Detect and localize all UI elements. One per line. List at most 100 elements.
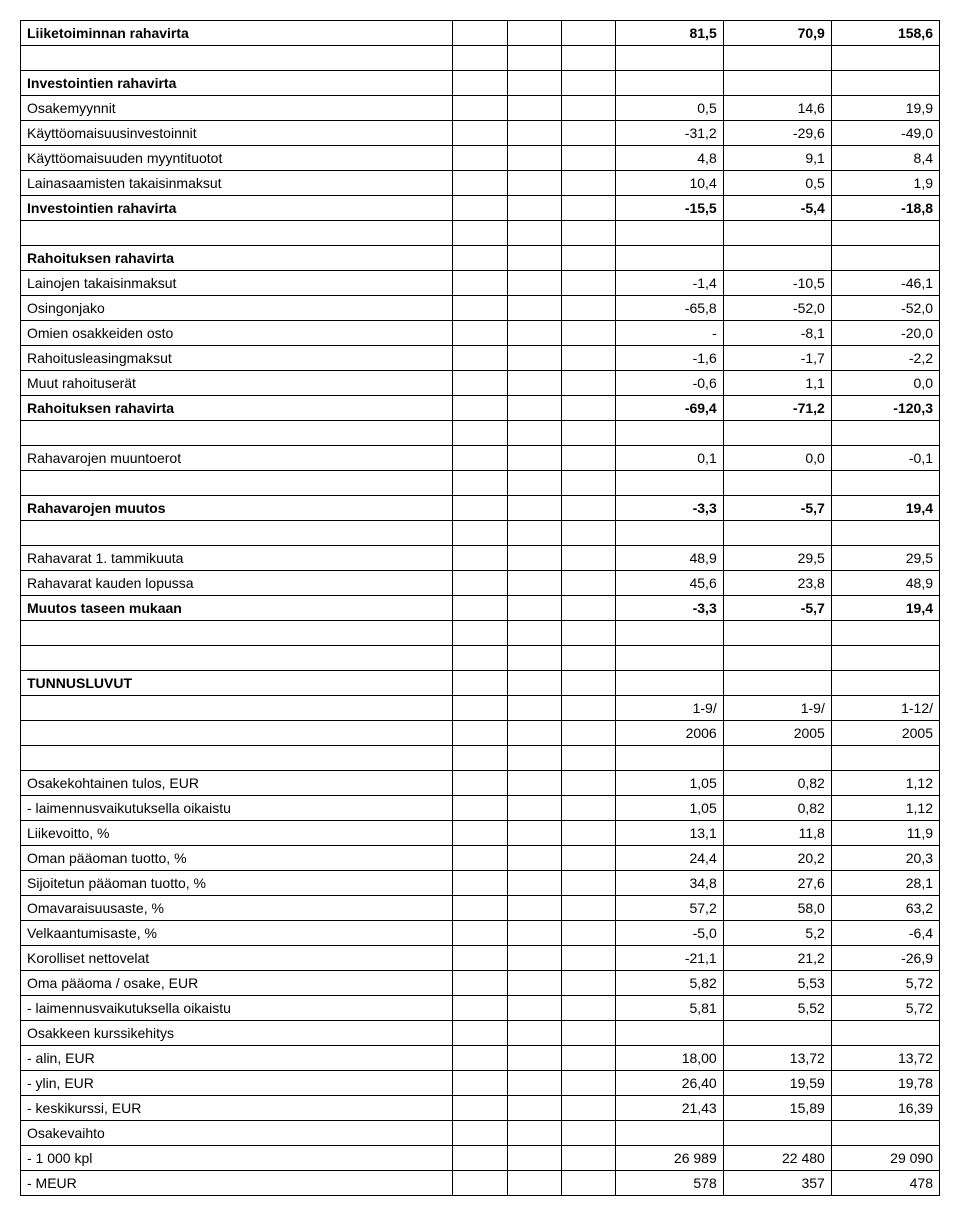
spacer-cell — [507, 446, 561, 471]
spacer-cell — [561, 796, 615, 821]
spacer-cell — [615, 71, 723, 96]
spacer-cell — [561, 646, 615, 671]
value-cell: -3,3 — [615, 496, 723, 521]
value-cell: -71,2 — [723, 396, 831, 421]
value-cell: 27,6 — [723, 871, 831, 896]
table-row: - laimennusvaikutuksella oikaistu5,815,5… — [21, 996, 940, 1021]
spacer-cell — [453, 271, 507, 296]
spacer-cell — [561, 571, 615, 596]
value-cell: 70,9 — [723, 21, 831, 46]
spacer-cell — [507, 521, 561, 546]
value-cell: 29,5 — [723, 546, 831, 571]
spacer-cell — [507, 46, 561, 71]
row-label: - laimennusvaikutuksella oikaistu — [21, 796, 453, 821]
row-label: Muut rahoituserät — [21, 371, 453, 396]
row-label — [21, 221, 453, 246]
row-label: - laimennusvaikutuksella oikaistu — [21, 996, 453, 1021]
value-cell: 26,40 — [615, 1071, 723, 1096]
row-label: Rahavarojen muutos — [21, 496, 453, 521]
table-row: Liikevoitto, %13,111,811,9 — [21, 821, 940, 846]
value-cell: 13,1 — [615, 821, 723, 846]
spacer-cell — [507, 796, 561, 821]
value-cell: 0,5 — [723, 171, 831, 196]
table-row: Käyttöomaisuusinvestoinnit-31,2-29,6-49,… — [21, 121, 940, 146]
value-cell — [831, 471, 939, 496]
value-cell — [615, 1121, 723, 1146]
spacer-cell — [507, 596, 561, 621]
spacer-cell — [561, 121, 615, 146]
spacer-cell — [453, 596, 507, 621]
spacer-cell — [453, 996, 507, 1021]
row-label — [21, 746, 453, 771]
value-cell: 5,81 — [615, 996, 723, 1021]
spacer-cell — [453, 571, 507, 596]
spacer-cell — [453, 446, 507, 471]
spacer-cell — [507, 321, 561, 346]
value-cell: 48,9 — [615, 546, 723, 571]
value-cell: -52,0 — [723, 296, 831, 321]
value-cell: 1,12 — [831, 771, 939, 796]
row-label: Lainojen takaisinmaksut — [21, 271, 453, 296]
spacer-cell — [453, 196, 507, 221]
spacer-cell — [507, 1021, 561, 1046]
row-label: Osakekohtainen tulos, EUR — [21, 771, 453, 796]
spacer-cell — [453, 721, 507, 746]
value-cell: -5,4 — [723, 196, 831, 221]
row-label: Rahoitusleasingmaksut — [21, 346, 453, 371]
spacer-cell — [561, 171, 615, 196]
table-row: 200620052005 — [21, 721, 940, 746]
spacer-cell — [831, 71, 939, 96]
row-label: - alin, EUR — [21, 1046, 453, 1071]
spacer-cell — [507, 371, 561, 396]
spacer-cell — [453, 346, 507, 371]
value-cell: - — [615, 321, 723, 346]
value-cell: 8,4 — [831, 146, 939, 171]
value-cell: 29,5 — [831, 546, 939, 571]
spacer-cell — [453, 796, 507, 821]
value-cell: 20,2 — [723, 846, 831, 871]
table-row — [21, 521, 940, 546]
table-row: Omien osakkeiden osto--8,1-20,0 — [21, 321, 940, 346]
spacer-cell — [507, 96, 561, 121]
value-cell — [615, 746, 723, 771]
spacer-cell — [561, 921, 615, 946]
spacer-cell — [561, 971, 615, 996]
value-cell: -21,1 — [615, 946, 723, 971]
table-row: Käyttöomaisuuden myyntituotot4,89,18,4 — [21, 146, 940, 171]
value-cell — [723, 421, 831, 446]
value-cell: 14,6 — [723, 96, 831, 121]
spacer-cell — [561, 296, 615, 321]
value-cell: 29 090 — [831, 1146, 939, 1171]
value-cell: 1,12 — [831, 796, 939, 821]
spacer-cell — [507, 1171, 561, 1196]
value-cell: 0,82 — [723, 771, 831, 796]
spacer-cell — [507, 346, 561, 371]
spacer-cell — [561, 1046, 615, 1071]
value-cell — [723, 621, 831, 646]
spacer-cell — [507, 546, 561, 571]
table-row: Korolliset nettovelat-21,121,2-26,9 — [21, 946, 940, 971]
value-cell: 26 989 — [615, 1146, 723, 1171]
row-label — [21, 721, 453, 746]
table-row: Osakevaihto — [21, 1121, 940, 1146]
spacer-cell — [561, 421, 615, 446]
value-cell — [615, 621, 723, 646]
value-cell: 357 — [723, 1171, 831, 1196]
table-row: - MEUR578357478 — [21, 1171, 940, 1196]
spacer-cell — [507, 71, 561, 96]
table-row: Lainojen takaisinmaksut-1,4-10,5-46,1 — [21, 271, 940, 296]
row-label: Rahavarojen muuntoerot — [21, 446, 453, 471]
row-label: Rahoituksen rahavirta — [21, 396, 453, 421]
row-label: Omien osakkeiden osto — [21, 321, 453, 346]
spacer-cell — [507, 746, 561, 771]
value-cell: -8,1 — [723, 321, 831, 346]
value-cell: -29,6 — [723, 121, 831, 146]
value-cell: -18,8 — [831, 196, 939, 221]
financial-table: Liiketoiminnan rahavirta81,570,9158,6Inv… — [20, 20, 940, 1196]
value-cell: -65,8 — [615, 296, 723, 321]
value-cell: 20,3 — [831, 846, 939, 871]
value-cell — [831, 221, 939, 246]
value-cell — [615, 521, 723, 546]
spacer-cell — [507, 1096, 561, 1121]
table-row: - alin, EUR18,0013,7213,72 — [21, 1046, 940, 1071]
